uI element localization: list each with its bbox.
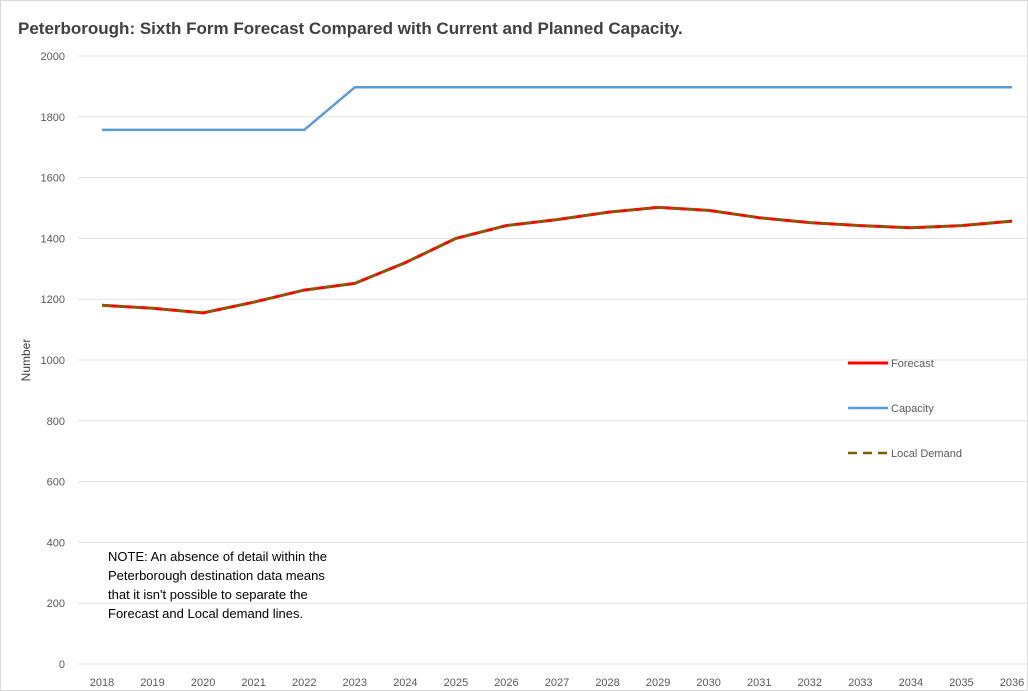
- x-tick-label: 2035: [949, 677, 973, 689]
- y-tick-label: 1800: [41, 112, 65, 124]
- y-tick-label: 400: [47, 537, 65, 549]
- series-line-capacity: [102, 86, 1012, 132]
- x-tick-label: 2036: [1000, 677, 1024, 689]
- y-tick-label: 0: [59, 659, 65, 671]
- legend-label-local-demand: Local Demand: [891, 448, 962, 460]
- y-tick-label: 200: [47, 598, 65, 610]
- y-tick-label: 1200: [41, 294, 65, 306]
- series-line-forecast: [101, 205, 1013, 315]
- note-line-2: Peterborough destination data means: [108, 568, 325, 583]
- y-tick-label: 1400: [41, 233, 65, 245]
- x-tick-label: 2025: [444, 677, 468, 689]
- x-tick-label: 2021: [241, 677, 265, 689]
- x-tick-label: 2030: [696, 677, 720, 689]
- y-axis-label: Number: [19, 339, 33, 382]
- x-tick-label: 2034: [899, 677, 923, 689]
- x-tick-label: 2024: [393, 677, 417, 689]
- y-tick-label: 600: [47, 477, 65, 489]
- legend-label-capacity: Capacity: [891, 403, 934, 415]
- y-tick-label: 1600: [41, 173, 65, 185]
- x-tick-label: 2032: [798, 677, 822, 689]
- legend-label-forecast: Forecast: [891, 358, 934, 370]
- x-tick-label: 2027: [545, 677, 569, 689]
- x-tick-label: 2018: [90, 677, 114, 689]
- chart-note: NOTE: An absence of detail within the Pe…: [108, 547, 368, 623]
- y-tick-label: 2000: [41, 51, 65, 63]
- x-tick-label: 2020: [191, 677, 215, 689]
- x-tick-label: 2026: [494, 677, 518, 689]
- note-line-1: NOTE: An absence of detail within the: [108, 549, 327, 564]
- note-line-4: Forecast and Local demand lines.: [108, 606, 304, 621]
- x-tick-label: 2028: [595, 677, 619, 689]
- x-tick-label: 2019: [140, 677, 164, 689]
- y-tick-label: 1000: [41, 355, 65, 367]
- series-line-local-demand: [101, 206, 1013, 315]
- y-tick-label: 800: [47, 416, 65, 428]
- note-line-3: that it isn't possible to separate the: [108, 587, 308, 602]
- x-tick-label: 2031: [747, 677, 771, 689]
- chart-title: Peterborough: Sixth Form Forecast Compar…: [18, 19, 683, 38]
- x-tick-label: 2033: [848, 677, 872, 689]
- x-tick-label: 2029: [646, 677, 670, 689]
- x-tick-label: 2022: [292, 677, 316, 689]
- x-tick-label: 2023: [343, 677, 367, 689]
